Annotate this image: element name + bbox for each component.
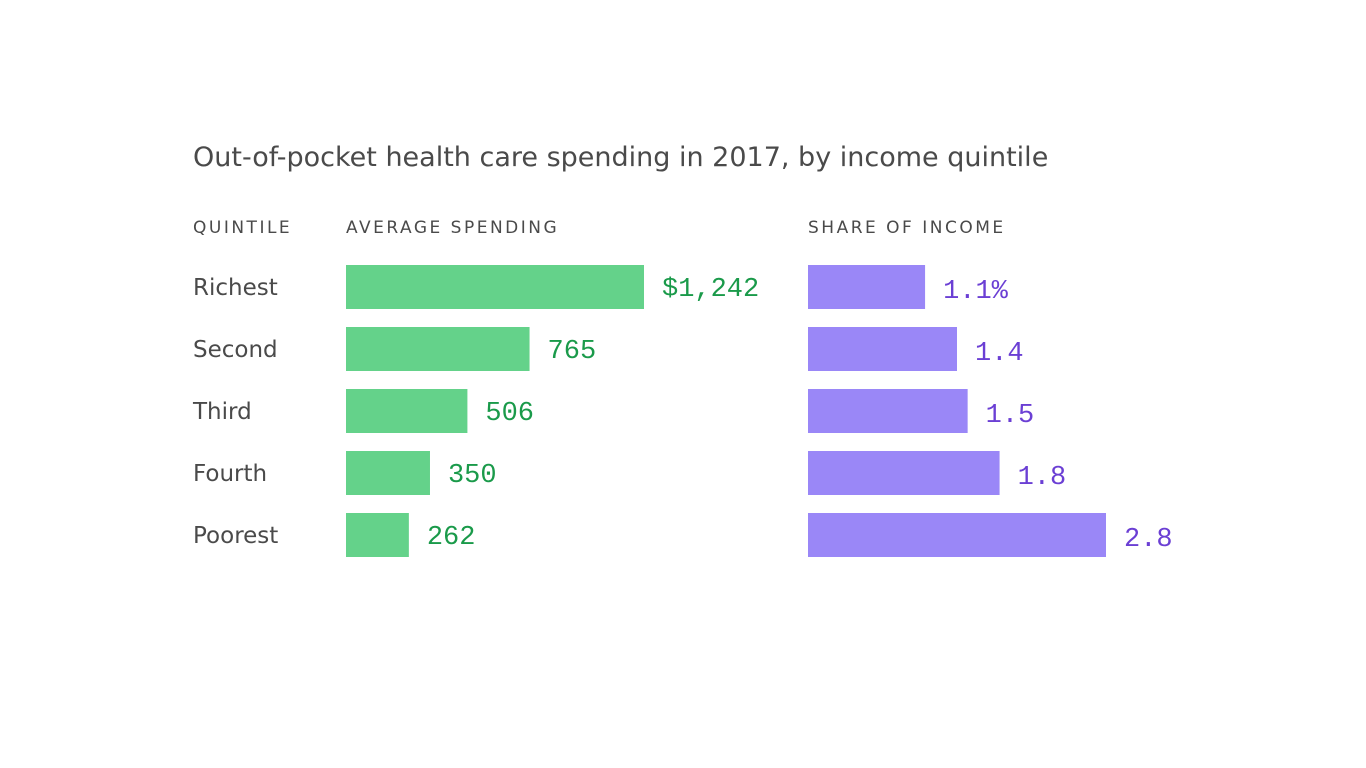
spending-bar bbox=[346, 513, 409, 557]
quintile-label: Poorest bbox=[193, 523, 278, 549]
spending-bar bbox=[346, 389, 468, 433]
share-bar bbox=[808, 389, 968, 433]
chart-title: Out-of-pocket health care spending in 20… bbox=[193, 142, 1048, 173]
spending-value-label: 765 bbox=[548, 337, 597, 367]
spending-bar bbox=[346, 327, 530, 371]
share-value-label: 1.1% bbox=[943, 277, 1009, 307]
spending-bar bbox=[346, 451, 430, 495]
share-column-header: SHARE OF INCOME bbox=[808, 218, 1006, 238]
share-bar bbox=[808, 265, 926, 309]
share-bar bbox=[808, 513, 1106, 557]
share-bar bbox=[808, 327, 957, 371]
quintile-label: Second bbox=[193, 337, 278, 363]
quintile-label: Fourth bbox=[193, 461, 267, 487]
share-bar bbox=[808, 451, 1000, 495]
spending-value-label: 350 bbox=[448, 461, 497, 491]
quintile-column-header: QUINTILE bbox=[193, 218, 292, 238]
spending-value-label: 262 bbox=[427, 523, 476, 553]
spending-bar bbox=[346, 265, 644, 309]
share-value-label: 1.5 bbox=[986, 401, 1035, 431]
share-value-label: 1.8 bbox=[1018, 463, 1067, 493]
spending-value-label: $1,242 bbox=[662, 275, 759, 305]
spending-column-header: AVERAGE SPENDING bbox=[346, 218, 559, 238]
chart-rows: Richest $1,242 1.1% Second 765 1.4 Third 506 1.5… bbox=[192, 265, 1173, 557]
spending-value-label: 506 bbox=[485, 399, 534, 429]
quintile-label: Richest bbox=[193, 275, 278, 301]
share-value-label: 1.4 bbox=[975, 339, 1024, 369]
quintile-label: Third bbox=[192, 399, 252, 425]
share-value-label: 2.8 bbox=[1124, 525, 1173, 555]
